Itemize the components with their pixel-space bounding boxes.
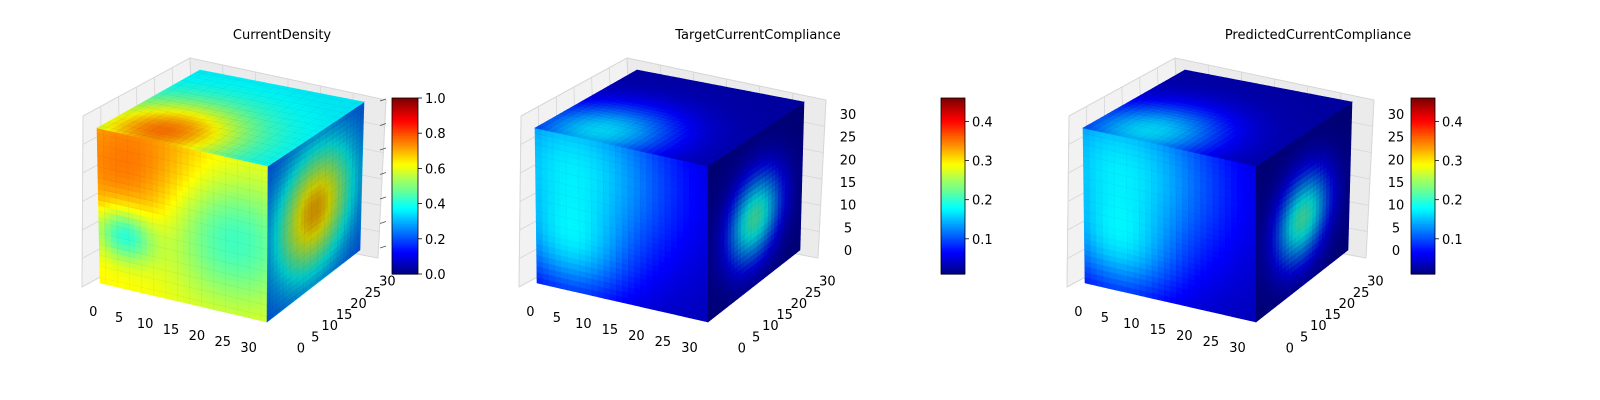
colorbar: 0.0 0.2 0.4 0.6 0.8 1.0 [391, 92, 446, 283]
grid-line [377, 99, 387, 259]
voxel-grid-line [99, 244, 268, 284]
y-tick-label: 0 [297, 342, 305, 357]
y-tick-label: 30 [379, 275, 396, 290]
voxel-grid-line [248, 161, 250, 318]
x-tick-label: 0 [89, 305, 97, 320]
voxel-grid-line [260, 164, 263, 321]
voxel-grid-line [139, 137, 142, 293]
voxel-grid-line [115, 132, 119, 288]
voxel-grid-line [98, 210, 268, 250]
voxel-grid-line [98, 232, 268, 273]
colorbar-segment [392, 98, 418, 101]
x-tick-label: 25 [215, 335, 232, 350]
voxel-grid-line [97, 144, 268, 183]
voxel-grid-line [200, 151, 202, 307]
colorbar-tick-label: 0.6 [425, 162, 446, 177]
x-tick-label: 5 [115, 311, 123, 326]
voxel-grid-line [97, 166, 268, 206]
voxel-cube [534, 69, 805, 323]
voxel-grid-line [151, 140, 154, 296]
colorbar-tick-label: 1.0 [425, 92, 446, 107]
z-tick-mark [379, 221, 387, 224]
x-tick-label: 30 [240, 341, 257, 356]
y-tick-label: 5 [311, 330, 319, 345]
x-tick-label: 15 [163, 323, 180, 338]
voxel-cube [96, 69, 365, 323]
colorbar-tick-label: 0.8 [425, 127, 446, 142]
voxel-grid-line [97, 155, 268, 195]
voxel-grid-line [99, 266, 268, 306]
voxel-grid-line [176, 145, 178, 302]
voxel-grid-line [97, 177, 268, 217]
voxel-grid-line [163, 142, 166, 299]
x-tick-label: 10 [137, 317, 154, 332]
voxel-grid-line [99, 255, 268, 295]
panel-target-current-compliance: TargetCurrentCompliance 0 5 10 15 20 25 30 051… [518, 28, 993, 357]
colorbar-tick-label: 0.0 [425, 268, 446, 283]
voxel-grid-line [98, 221, 268, 261]
colorbar-tick-label: 0.4 [425, 198, 446, 213]
colorbar-tick-label: 0.2 [425, 233, 446, 248]
voxel-grid-line [127, 134, 131, 290]
voxel-grid-line [97, 133, 269, 172]
panel-current-density: CurrentDensity 0 5 10 15 20 25 30 051015202530… [81, 28, 446, 357]
voxel-grid-line [99, 277, 268, 317]
chart-title: TargetCurrentCompliance [674, 28, 841, 43]
voxel-grid-line [102, 129, 107, 285]
chart-title: CurrentDensity [233, 28, 332, 43]
x-tick-label: 20 [189, 329, 206, 344]
voxel-grid-line [98, 188, 268, 228]
voxel-grid-line [98, 199, 268, 239]
z-tick-mark [379, 245, 387, 249]
voxel-grid-line [188, 148, 190, 304]
